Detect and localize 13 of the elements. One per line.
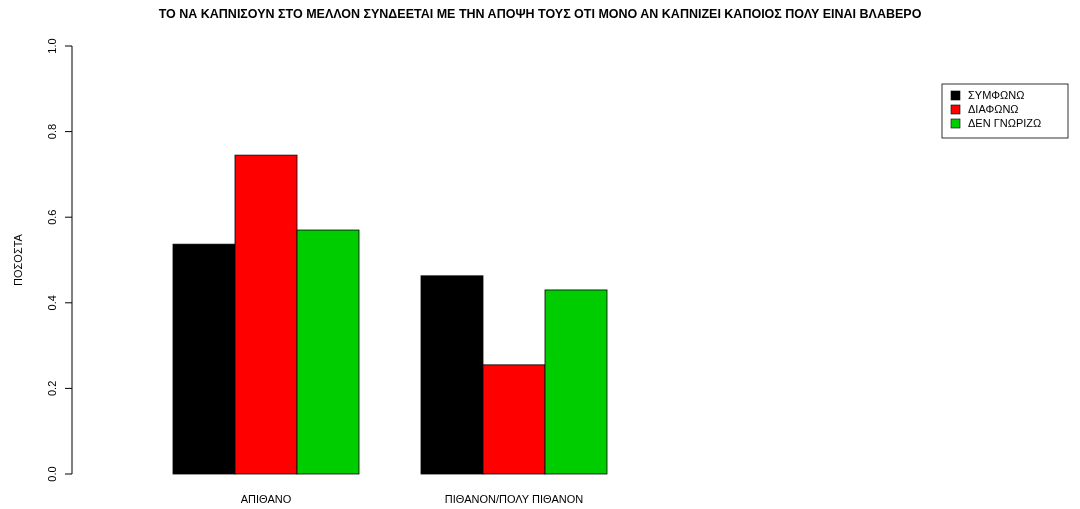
y-tick-label: 0.0 bbox=[46, 466, 58, 482]
legend-label: ΔΕΝ ΓΝΩΡΙΖΩ bbox=[968, 117, 1042, 129]
legend-label: ΔΙΑΦΩΝΩ bbox=[968, 103, 1019, 115]
legend-label: ΣΥΜΦΩΝΩ bbox=[968, 89, 1025, 101]
y-tick-label: 1.0 bbox=[46, 38, 58, 54]
chart-title: ΤΟ ΝΑ ΚΑΠΝΙΣΟΥΝ ΣΤΟ ΜΕΛΛΟΝ ΣΥΝΔΕΕΤΑΙ ΜΕ ΤΗΝ ΑΠΟΨΗ ΤΟΥΣ ΟΤΙ ΜΟΝΟ ΑΝ ΚΑΠΝΙΖΕΙ ΚΑΠΟΙΟΣ ΠΟΛΥ ΕΙΝΑΙ ΒΛΑΒΕΡΟ bbox=[158, 7, 922, 21]
x-tick-label: ΠΙΘΑΝΟΝ/ΠΟΛΥ ΠΙΘΑΝΟΝ bbox=[444, 493, 584, 505]
x-tick-label: ΑΠΙΘΑΝΟ bbox=[240, 493, 292, 505]
y-tick-label: 0.8 bbox=[46, 123, 58, 140]
y-tick-label: 0.2 bbox=[46, 380, 58, 397]
y-tick-label: 0.4 bbox=[46, 295, 58, 311]
y-tick-label: 0.6 bbox=[46, 209, 58, 225]
y-axis-title: ΠΟΣΟΣΤΑ bbox=[12, 233, 24, 286]
